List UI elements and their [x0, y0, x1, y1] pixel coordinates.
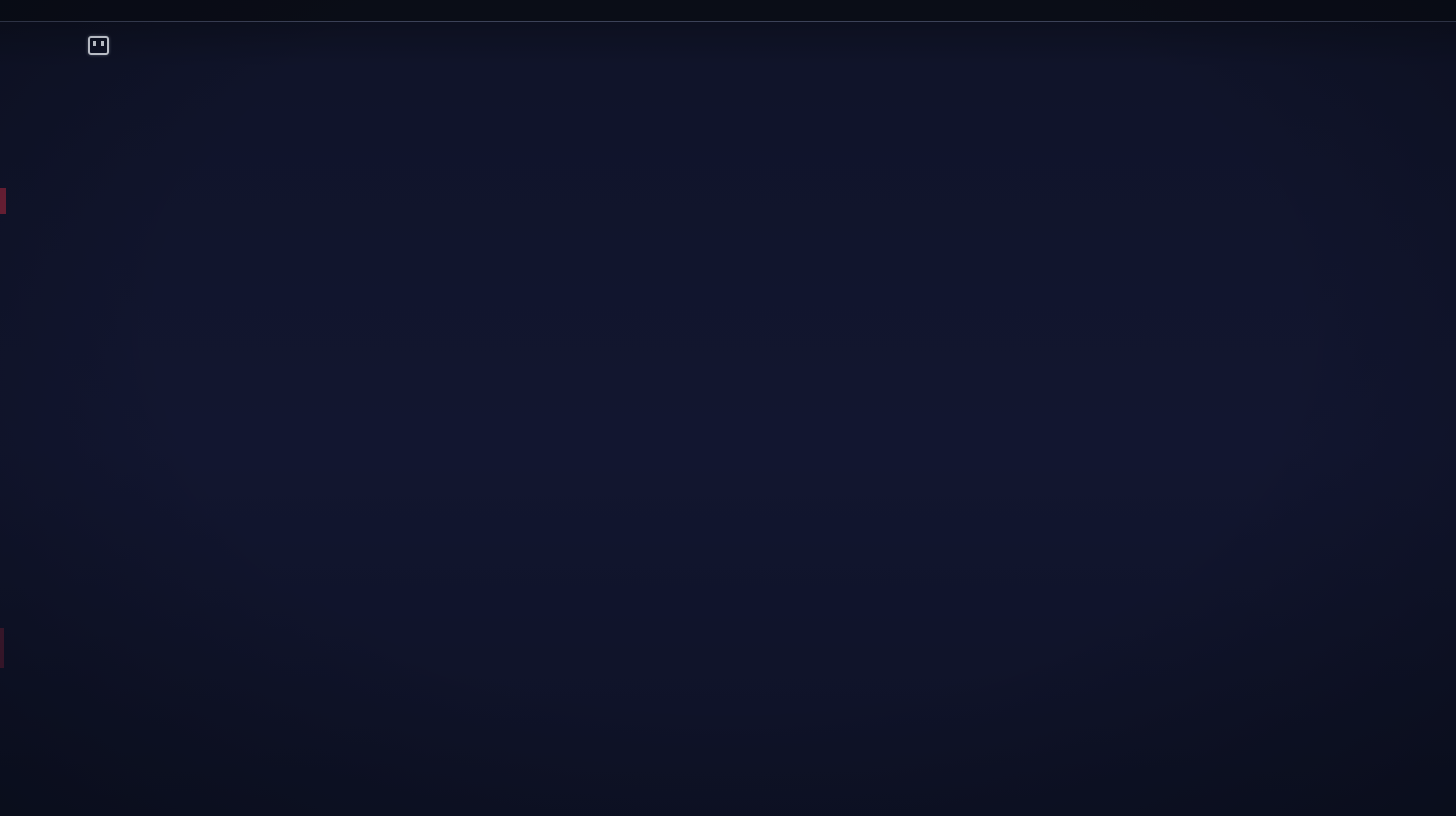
- glitch-mark: [0, 188, 6, 214]
- top-toolbar: [0, 0, 1456, 22]
- glitch-mark: [0, 628, 4, 668]
- building-icon: [88, 36, 109, 55]
